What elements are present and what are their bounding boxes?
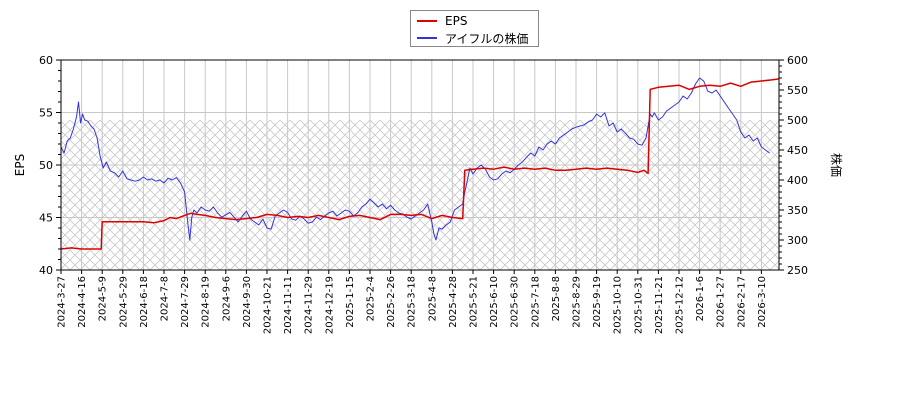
svg-text:2024-9-6: 2024-9-6	[221, 276, 232, 321]
svg-text:2026-1-6: 2026-1-6	[695, 276, 706, 321]
svg-text:45: 45	[39, 212, 53, 225]
svg-text:2025-10-10: 2025-10-10	[613, 276, 624, 334]
svg-text:250: 250	[787, 264, 808, 277]
legend-item-stock-price: アイフルの株価	[417, 30, 528, 46]
svg-text:2025-11-21: 2025-11-21	[654, 276, 665, 334]
eps-line	[60, 78, 780, 250]
svg-text:2025-3-18: 2025-3-18	[407, 276, 418, 328]
svg-text:2024-10-21: 2024-10-21	[263, 276, 274, 334]
svg-text:2024-7-8: 2024-7-8	[160, 276, 171, 321]
svg-text:2024-11-29: 2024-11-29	[304, 276, 315, 334]
svg-text:2024-4-16: 2024-4-16	[77, 276, 88, 328]
svg-text:2024-7-29: 2024-7-29	[180, 276, 191, 328]
svg-text:400: 400	[787, 174, 808, 187]
svg-text:2025-6-30: 2025-6-30	[510, 276, 521, 328]
svg-text:2025-8-8: 2025-8-8	[551, 276, 562, 321]
right-axis-title: 株価	[829, 153, 844, 177]
svg-text:2025-9-19: 2025-9-19	[592, 276, 603, 328]
svg-text:2025-2-26: 2025-2-26	[386, 276, 397, 328]
svg-text:2026-3-10: 2026-3-10	[757, 276, 768, 328]
svg-text:350: 350	[787, 204, 808, 217]
svg-text:2024-8-19: 2024-8-19	[201, 276, 212, 328]
svg-text:2024-3-27: 2024-3-27	[57, 276, 68, 328]
svg-text:60: 60	[39, 54, 53, 67]
svg-text:2025-2-4: 2025-2-4	[366, 276, 377, 321]
svg-text:2025-4-8: 2025-4-8	[427, 276, 438, 321]
svg-text:2024-11-11: 2024-11-11	[283, 276, 294, 334]
svg-text:500: 500	[787, 114, 808, 127]
svg-text:2025-1-15: 2025-1-15	[345, 276, 356, 328]
stock-line-swatch-icon	[417, 37, 437, 39]
svg-text:40: 40	[39, 264, 53, 277]
legend-label-stock-price: アイフルの株価	[445, 31, 529, 46]
eps-line-swatch-icon	[417, 20, 437, 22]
legend-label-eps: EPS	[445, 14, 468, 28]
svg-text:2025-12-12: 2025-12-12	[675, 276, 686, 334]
svg-text:2026-2-17: 2026-2-17	[736, 276, 747, 328]
svg-text:450: 450	[787, 144, 808, 157]
svg-text:2024-5-29: 2024-5-29	[118, 276, 129, 328]
svg-text:2026-1-27: 2026-1-27	[716, 276, 727, 328]
svg-text:2025-5-21: 2025-5-21	[469, 276, 480, 328]
left-axis: 40 45 50 55 60	[39, 54, 61, 277]
legend: EPS アイフルの株価	[410, 10, 539, 47]
svg-text:2024-6-18: 2024-6-18	[139, 276, 150, 328]
svg-text:2025-7-18: 2025-7-18	[530, 276, 541, 328]
svg-text:300: 300	[787, 234, 808, 247]
legend-item-eps: EPS	[417, 13, 467, 29]
stock-price-line	[60, 77, 770, 241]
svg-text:2025-10-31: 2025-10-31	[633, 276, 644, 334]
svg-text:55: 55	[39, 107, 53, 120]
svg-text:2025-8-29: 2025-8-29	[572, 276, 583, 328]
x-axis: 2024-3-27 2024-4-16 2024-5-9 2024-5-29 2024-…	[57, 270, 768, 334]
series-layer	[60, 77, 780, 250]
svg-text:2024-5-9: 2024-5-9	[98, 276, 109, 321]
left-axis-title: EPS	[13, 154, 27, 176]
svg-text:2024-9-30: 2024-9-30	[242, 276, 253, 328]
svg-text:50: 50	[39, 159, 53, 172]
right-axis: 250 300 350 400 450 500 550 600	[779, 54, 808, 277]
svg-text:2025-6-10: 2025-6-10	[489, 276, 500, 328]
svg-text:2024-12-19: 2024-12-19	[324, 276, 335, 334]
svg-text:2025-4-28: 2025-4-28	[448, 276, 459, 328]
hatched-region	[61, 120, 779, 270]
svg-text:600: 600	[787, 54, 808, 67]
svg-text:550: 550	[787, 84, 808, 97]
